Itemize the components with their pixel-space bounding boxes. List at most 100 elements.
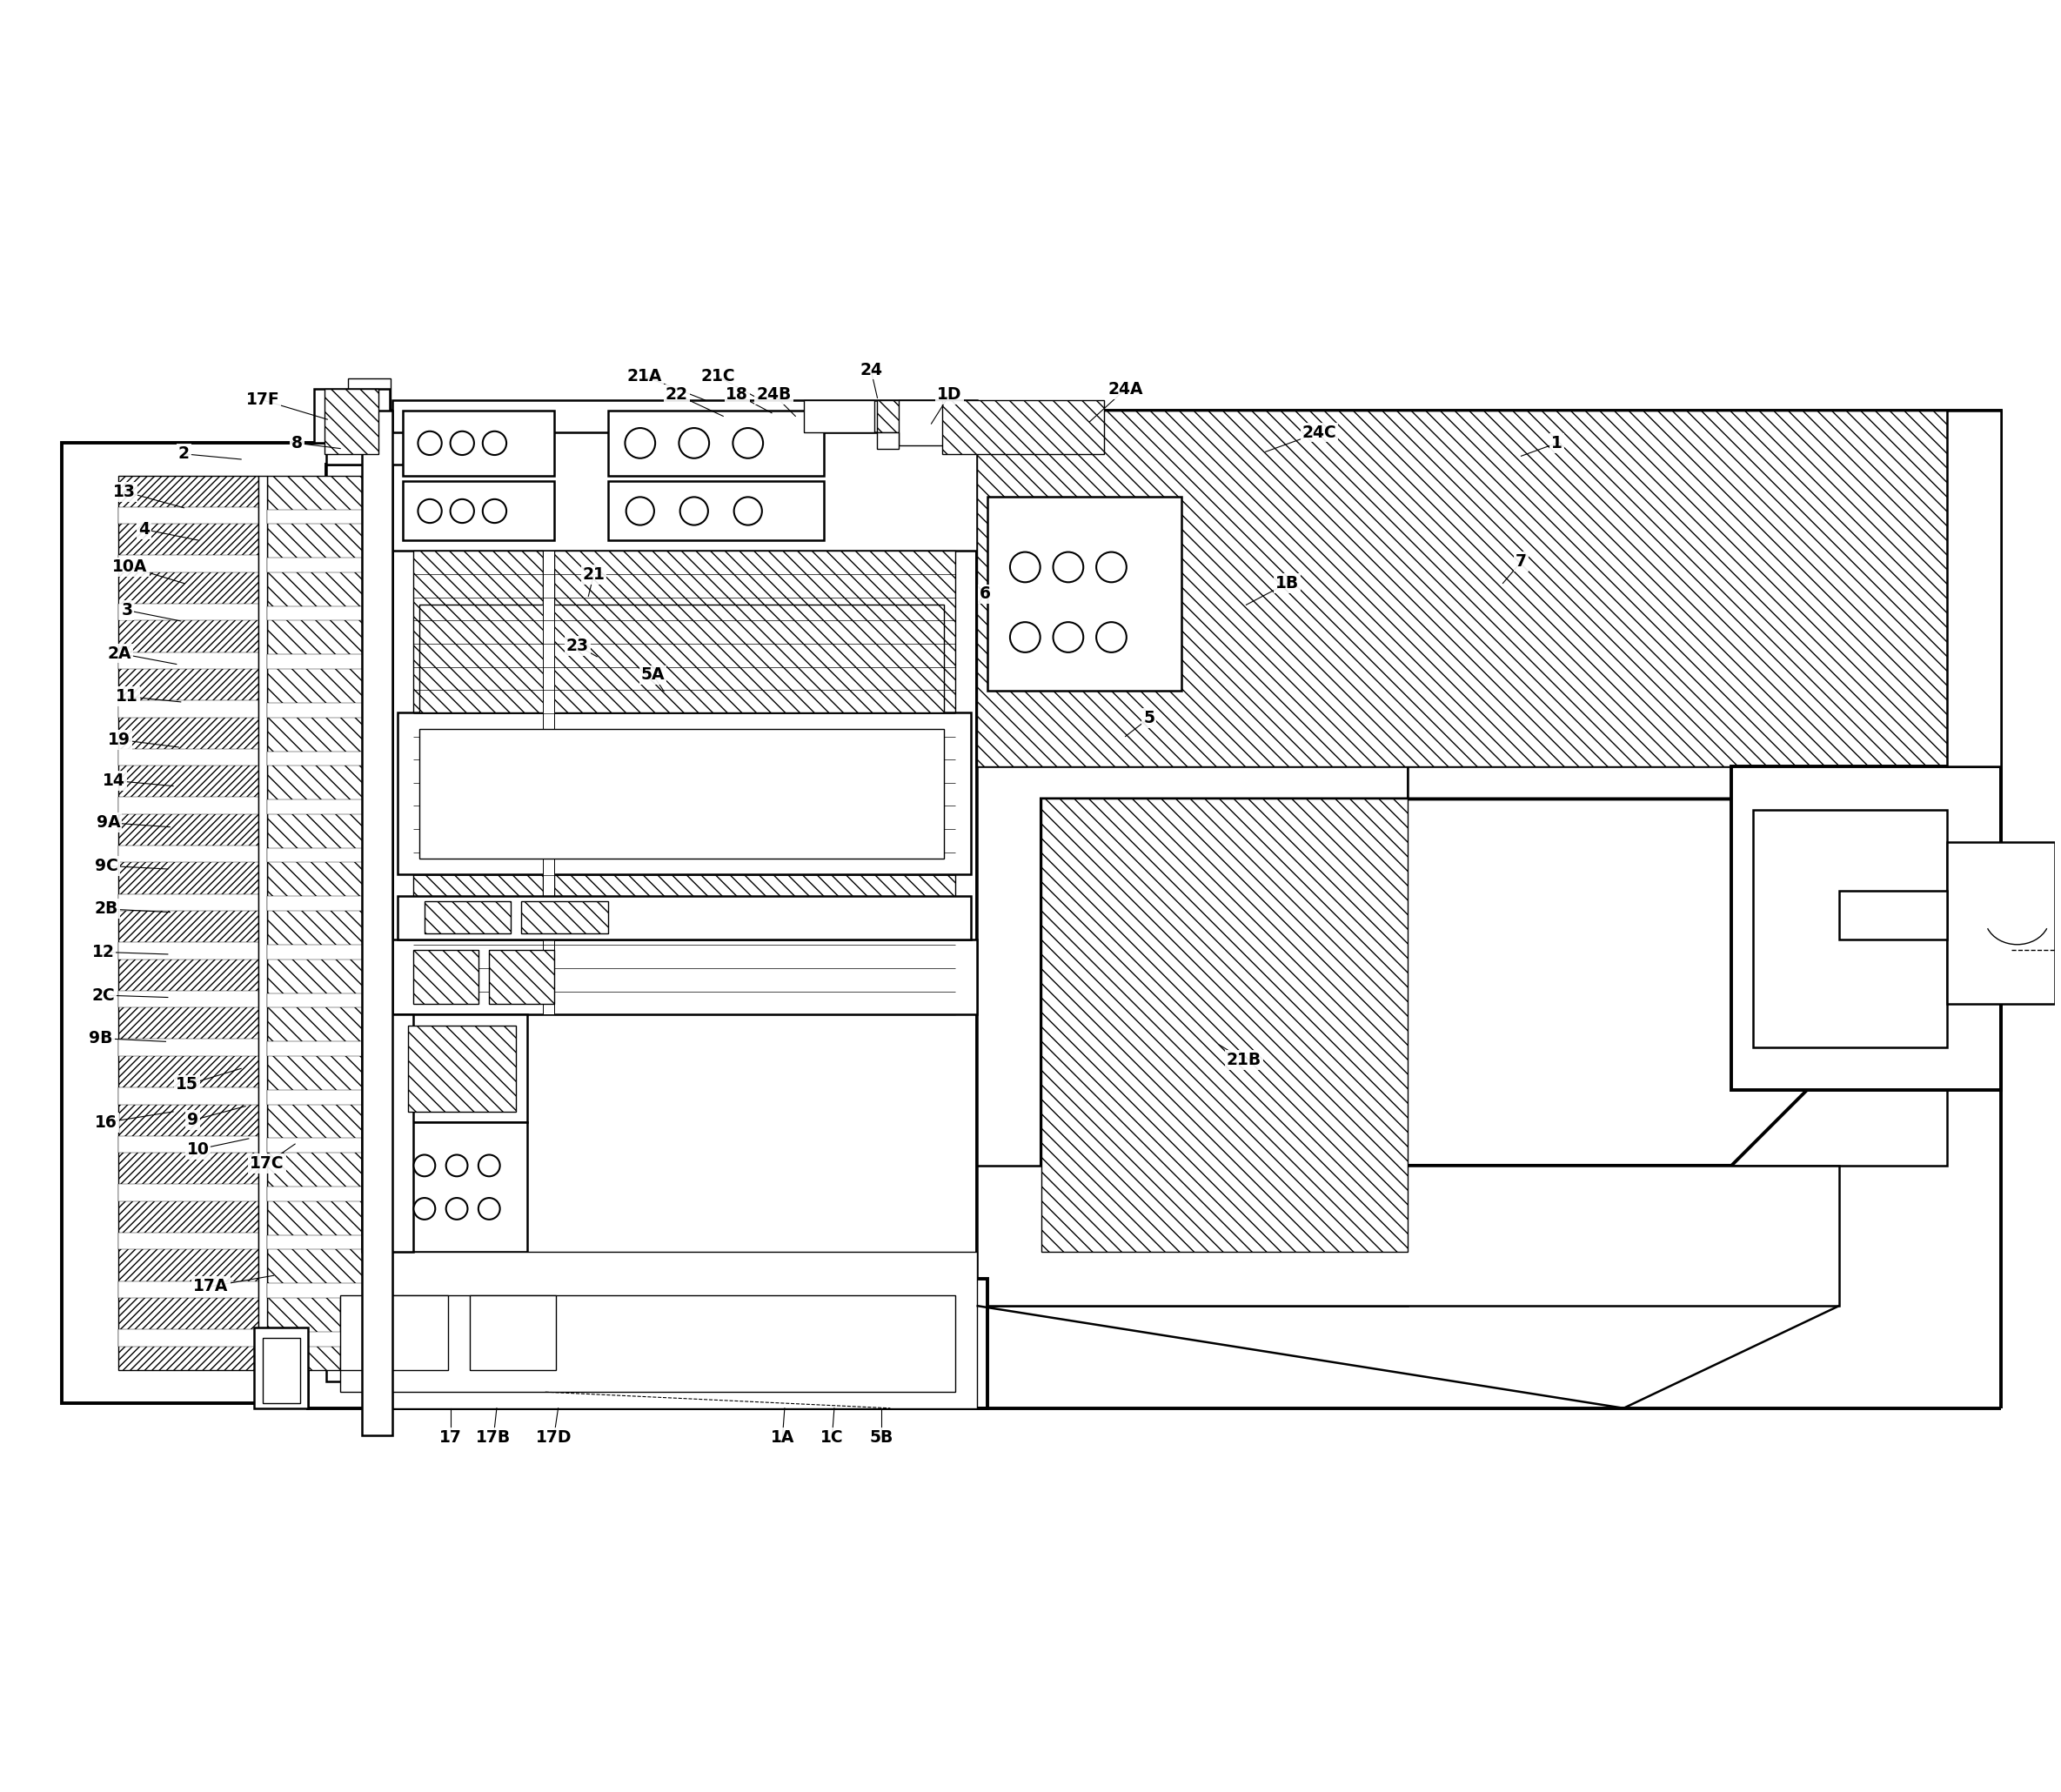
- Bar: [268, 1283, 363, 1297]
- Polygon shape: [1948, 410, 2001, 767]
- Text: 8: 8: [291, 435, 303, 452]
- Bar: [117, 475, 258, 1371]
- Bar: [307, 1279, 987, 1409]
- Polygon shape: [977, 410, 1948, 767]
- Text: 9A: 9A: [97, 814, 120, 831]
- Bar: [117, 1088, 258, 1104]
- Text: 17A: 17A: [194, 1278, 229, 1294]
- Text: 16: 16: [95, 1115, 117, 1131]
- Text: 5: 5: [1144, 710, 1154, 726]
- Text: 13: 13: [113, 484, 136, 500]
- Bar: [117, 991, 258, 1007]
- Text: 9C: 9C: [95, 858, 117, 874]
- Bar: [521, 901, 608, 934]
- Bar: [268, 1090, 363, 1104]
- Circle shape: [418, 432, 441, 455]
- Bar: [418, 729, 944, 858]
- Polygon shape: [1041, 799, 1838, 1165]
- Bar: [348, 378, 392, 410]
- Bar: [398, 1014, 528, 1122]
- Text: 5B: 5B: [870, 1428, 894, 1446]
- Text: 15: 15: [175, 1077, 198, 1093]
- Circle shape: [478, 1197, 501, 1220]
- Bar: [608, 480, 824, 539]
- Bar: [488, 950, 554, 1004]
- Circle shape: [451, 500, 474, 523]
- Text: 17C: 17C: [249, 1156, 284, 1172]
- Bar: [398, 713, 971, 874]
- Text: 24: 24: [859, 362, 882, 378]
- Bar: [268, 944, 363, 959]
- Circle shape: [482, 500, 507, 523]
- Bar: [117, 894, 258, 910]
- Text: 1A: 1A: [771, 1428, 793, 1446]
- Bar: [363, 1014, 414, 1253]
- Bar: [117, 701, 258, 717]
- Circle shape: [478, 1154, 501, 1176]
- Bar: [326, 1366, 396, 1382]
- Bar: [987, 496, 1181, 692]
- Bar: [117, 1136, 258, 1152]
- Text: 2A: 2A: [107, 645, 132, 661]
- Text: 21: 21: [583, 566, 606, 582]
- Circle shape: [414, 1154, 435, 1176]
- Polygon shape: [977, 767, 1408, 1306]
- Bar: [363, 410, 392, 1435]
- Text: 4: 4: [138, 521, 150, 538]
- Bar: [117, 943, 258, 959]
- Bar: [425, 901, 511, 934]
- Bar: [1838, 891, 1948, 939]
- Text: 1B: 1B: [1276, 575, 1298, 591]
- Bar: [542, 550, 554, 1014]
- Bar: [398, 896, 971, 939]
- Bar: [117, 1233, 258, 1249]
- Text: 2: 2: [179, 446, 190, 462]
- Bar: [878, 400, 936, 432]
- Polygon shape: [977, 410, 2001, 767]
- Bar: [117, 1185, 258, 1201]
- Text: 22: 22: [666, 387, 688, 403]
- Bar: [268, 848, 363, 862]
- Text: 1C: 1C: [820, 1428, 843, 1446]
- Polygon shape: [554, 550, 954, 1014]
- Text: 17F: 17F: [245, 392, 280, 409]
- Text: 10A: 10A: [113, 559, 148, 575]
- Bar: [268, 606, 363, 620]
- Bar: [470, 1296, 556, 1371]
- Bar: [268, 799, 363, 814]
- Bar: [392, 400, 977, 432]
- Bar: [268, 1041, 363, 1055]
- Text: 24B: 24B: [756, 387, 791, 403]
- Bar: [392, 1253, 977, 1409]
- Text: 2B: 2B: [95, 901, 117, 918]
- Text: 12: 12: [93, 944, 113, 961]
- Text: 24A: 24A: [1107, 382, 1144, 398]
- Bar: [117, 507, 258, 523]
- Text: 19: 19: [107, 731, 130, 747]
- Bar: [408, 1025, 515, 1111]
- Circle shape: [445, 1197, 468, 1220]
- Circle shape: [418, 500, 441, 523]
- Circle shape: [734, 496, 763, 525]
- Polygon shape: [977, 1165, 1838, 1306]
- Bar: [268, 509, 363, 523]
- Bar: [899, 400, 952, 444]
- Circle shape: [1010, 552, 1041, 582]
- Text: 23: 23: [567, 638, 589, 654]
- Bar: [340, 1296, 954, 1392]
- Bar: [268, 654, 363, 668]
- Bar: [804, 400, 874, 432]
- Text: 11: 11: [115, 688, 138, 704]
- Text: 14: 14: [103, 772, 126, 788]
- Bar: [268, 1138, 363, 1152]
- Circle shape: [451, 432, 474, 455]
- Circle shape: [1096, 552, 1127, 582]
- Bar: [117, 652, 258, 668]
- Text: 21C: 21C: [701, 367, 736, 385]
- Bar: [324, 389, 377, 453]
- Text: 21B: 21B: [1226, 1052, 1261, 1068]
- Bar: [608, 410, 824, 475]
- Text: 5A: 5A: [641, 667, 666, 683]
- Bar: [315, 389, 390, 443]
- Polygon shape: [977, 410, 1191, 1143]
